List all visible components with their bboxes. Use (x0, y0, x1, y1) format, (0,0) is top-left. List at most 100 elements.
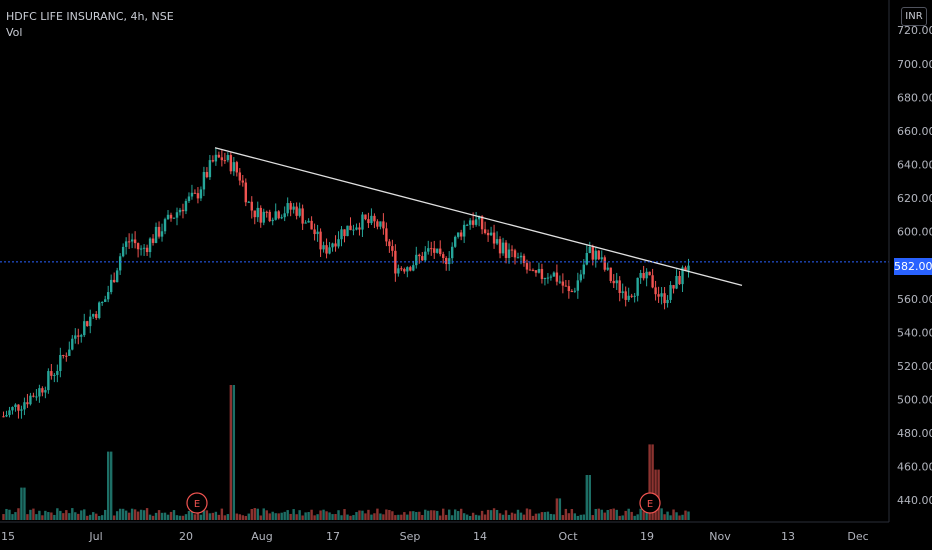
candle-body (522, 255, 526, 264)
candle-body (513, 250, 517, 258)
volume-bar (618, 515, 621, 520)
volume-bar (190, 508, 194, 520)
volume-bar (421, 515, 424, 520)
x-tick-label: Dec (847, 530, 868, 543)
candle-body (561, 281, 565, 286)
candle-body (11, 407, 14, 411)
candle-body (379, 221, 382, 227)
volume-bar (672, 509, 675, 520)
candle-body (337, 239, 340, 247)
volume-bar (295, 514, 298, 520)
last-price-tag: 582.00 (894, 258, 932, 275)
volume-bar (53, 514, 56, 520)
volume-bar (17, 508, 20, 520)
volume-bar (142, 510, 146, 520)
volume-bar (540, 512, 544, 520)
earnings-marker[interactable] (186, 492, 208, 514)
volume-bar (430, 510, 433, 520)
volume-bar (2, 514, 5, 520)
earnings-marker[interactable] (639, 492, 661, 514)
candle-body (543, 278, 547, 280)
y-tick-label: 600.00 (897, 226, 932, 239)
candle-body (546, 277, 550, 279)
candle-body (104, 299, 107, 302)
candle-body (376, 221, 379, 227)
volume-bar (20, 487, 23, 520)
candle-body (343, 229, 346, 237)
currency-badge[interactable]: INR (901, 7, 927, 26)
volume-indicator-label[interactable]: Vol (6, 26, 23, 39)
candle-body (570, 291, 574, 293)
candle-body (439, 248, 442, 255)
volume-bar (675, 512, 678, 520)
volume-bar (307, 512, 310, 520)
volume-bar (71, 508, 74, 520)
volume-bar (244, 515, 247, 520)
volume-bar (522, 514, 526, 520)
candle-body (59, 355, 62, 371)
candle-body (244, 182, 247, 203)
candle-body (334, 243, 337, 247)
candle-body (430, 248, 433, 250)
volume-bar (615, 509, 618, 520)
volume-bar (397, 514, 400, 520)
candle-body (50, 371, 53, 376)
volume-bar (388, 509, 391, 520)
volume-bar (35, 514, 38, 520)
volume-bar (636, 514, 639, 520)
volume-bar (208, 513, 212, 520)
candle-body (8, 410, 11, 416)
volume-bar (268, 513, 271, 520)
candle-body (271, 219, 274, 222)
candle-body (498, 239, 502, 254)
candle-body (409, 267, 412, 271)
candle-body (555, 272, 559, 282)
y-tick-label: 560.00 (897, 293, 932, 306)
trend-line (214, 147, 743, 286)
volume-bar (669, 515, 672, 520)
volume-bar (106, 451, 110, 520)
volume-bar (409, 511, 412, 520)
candle-body (217, 154, 221, 158)
candle-body (388, 241, 391, 247)
volume-bar (585, 475, 588, 520)
candle-body (349, 225, 352, 231)
volume-bar (418, 511, 421, 520)
volume-bar (247, 513, 250, 520)
volume-bar (391, 511, 394, 520)
volume-bar (510, 512, 514, 520)
volume-bar (564, 508, 568, 520)
candle-body (169, 214, 173, 219)
volume-bar (355, 512, 358, 520)
candle-body (468, 220, 472, 225)
candle-body (292, 206, 295, 210)
candle-body (684, 267, 687, 271)
candle-body (325, 245, 328, 254)
candle-body (427, 248, 430, 252)
volume-bar (394, 515, 397, 520)
candle-body (136, 243, 140, 250)
x-tick-label: Oct (558, 530, 578, 543)
symbol-title[interactable]: HDFC LIFE INSURANC, 4h, NSE (6, 10, 174, 23)
candle-body (44, 390, 47, 393)
volume-bar (633, 515, 636, 520)
candle-body (442, 254, 445, 258)
earnings-marker-label: E (194, 499, 200, 510)
x-tick-label: 19 (640, 530, 654, 543)
volume-bar (80, 510, 83, 520)
candle-body (29, 395, 32, 405)
volume-bar (367, 509, 370, 520)
volume-bar (406, 514, 409, 520)
volume-bar (331, 514, 334, 520)
candle-body (148, 238, 152, 253)
volume-bar (349, 515, 352, 520)
candle-body (519, 255, 523, 258)
volume-bar (121, 508, 125, 520)
candle-body (65, 355, 68, 357)
candle-body (681, 267, 684, 285)
candle-body (412, 265, 415, 271)
candle-body (187, 196, 191, 202)
candle-body (403, 269, 406, 272)
candle-body (166, 214, 170, 220)
